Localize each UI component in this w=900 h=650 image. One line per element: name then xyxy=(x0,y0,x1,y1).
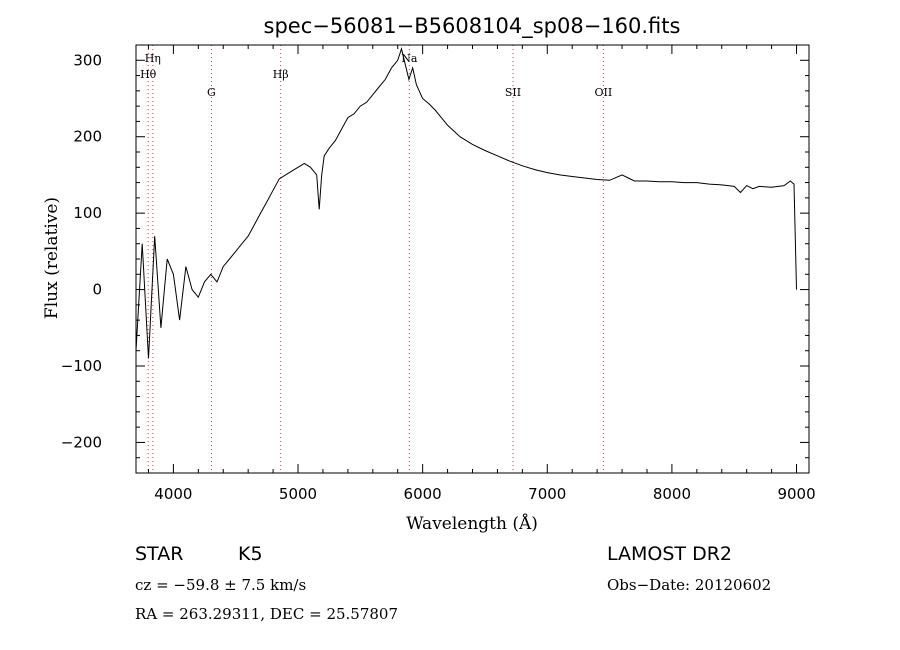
spectral-line-label: Hη xyxy=(145,52,161,65)
spectral-line-label: Hθ xyxy=(140,68,157,81)
obs-date: Obs−Date: 20120602 xyxy=(607,576,772,594)
spectrum-line xyxy=(135,46,797,359)
spectral-line-label: Na xyxy=(401,52,418,65)
y-tick-label: −200 xyxy=(61,433,102,451)
spectral-line-markers: Hη Hθ G Hβ Na SII OII xyxy=(140,45,612,473)
y-tick-label: 200 xyxy=(73,128,102,146)
x-tick-label: 5000 xyxy=(279,485,317,503)
chart-title: spec−56081−B5608104_sp08−160.fits xyxy=(264,14,681,39)
y-tick-label: 100 xyxy=(73,204,102,222)
spectral-line-label: OII xyxy=(595,86,613,99)
y-axis-ticks: −200 −100 0 100 200 300 xyxy=(61,44,809,474)
spectral-line-label: Hβ xyxy=(273,68,289,81)
x-tick-label: 9000 xyxy=(777,485,815,503)
object-class: STAR xyxy=(135,543,184,565)
y-tick-label: 0 xyxy=(92,281,102,299)
spectral-line-label: SII xyxy=(505,86,521,99)
spectral-line-label: G xyxy=(207,86,216,99)
x-tick-label: 8000 xyxy=(653,485,691,503)
x-axis-ticks: 4000 5000 6000 7000 8000 9000 xyxy=(147,45,816,503)
y-tick-label: 300 xyxy=(73,51,102,69)
x-tick-label: 6000 xyxy=(404,485,442,503)
plot-frame xyxy=(135,44,810,474)
redshift-text: cz = −59.8 ± 7.5 km/s xyxy=(135,576,307,594)
x-tick-label: 7000 xyxy=(528,485,566,503)
x-axis-label: Wavelength (Å) xyxy=(406,513,538,534)
survey-name: LAMOST DR2 xyxy=(607,543,732,565)
y-tick-label: −100 xyxy=(61,357,102,375)
y-axis-label: Flux (relative) xyxy=(42,197,62,319)
coordinates: RA = 263.29311, DEC = 25.57807 xyxy=(135,605,399,623)
x-tick-label: 4000 xyxy=(154,485,192,503)
object-subclass: K5 xyxy=(238,543,263,565)
